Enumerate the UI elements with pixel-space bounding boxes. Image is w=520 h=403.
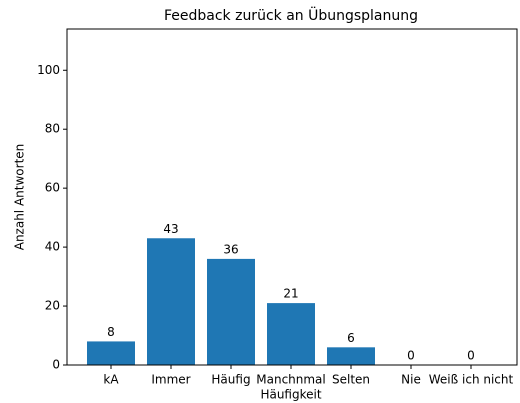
x-tick-label: kA [103, 373, 119, 387]
bar [207, 258, 255, 365]
x-tick-label: Immer [151, 373, 190, 387]
x-tick-label: Weiß ich nicht [429, 373, 514, 387]
y-tick-label: 60 [45, 181, 60, 195]
x-tick-label: Nie [401, 373, 421, 387]
x-tick-label: Manchnmal [256, 373, 326, 387]
data-label: 0 [407, 349, 415, 363]
bar [147, 238, 195, 365]
y-axis-label: Anzahl Antworten [13, 144, 27, 251]
y-tick-label: 40 [45, 240, 60, 254]
x-axis-label: Häufigkeit [260, 388, 321, 402]
plot-frame [66, 28, 518, 366]
data-label: 36 [223, 242, 238, 256]
data-label: 0 [467, 349, 475, 363]
data-label: 21 [283, 287, 298, 301]
data-label: 8 [107, 325, 115, 339]
data-label: 6 [347, 331, 355, 345]
data-label: 43 [163, 222, 178, 236]
bar [327, 347, 375, 365]
bar [87, 341, 135, 365]
x-tick-label: Selten [332, 373, 370, 387]
y-tick-label: 20 [45, 299, 60, 313]
x-tick-label: Häufig [211, 373, 250, 387]
chart-title: Feedback zurück an Übungsplanung [164, 6, 418, 24]
y-tick-label: 100 [37, 63, 60, 77]
y-tick-label: 0 [52, 358, 60, 372]
bar [267, 303, 315, 365]
y-tick-label: 80 [45, 122, 60, 136]
